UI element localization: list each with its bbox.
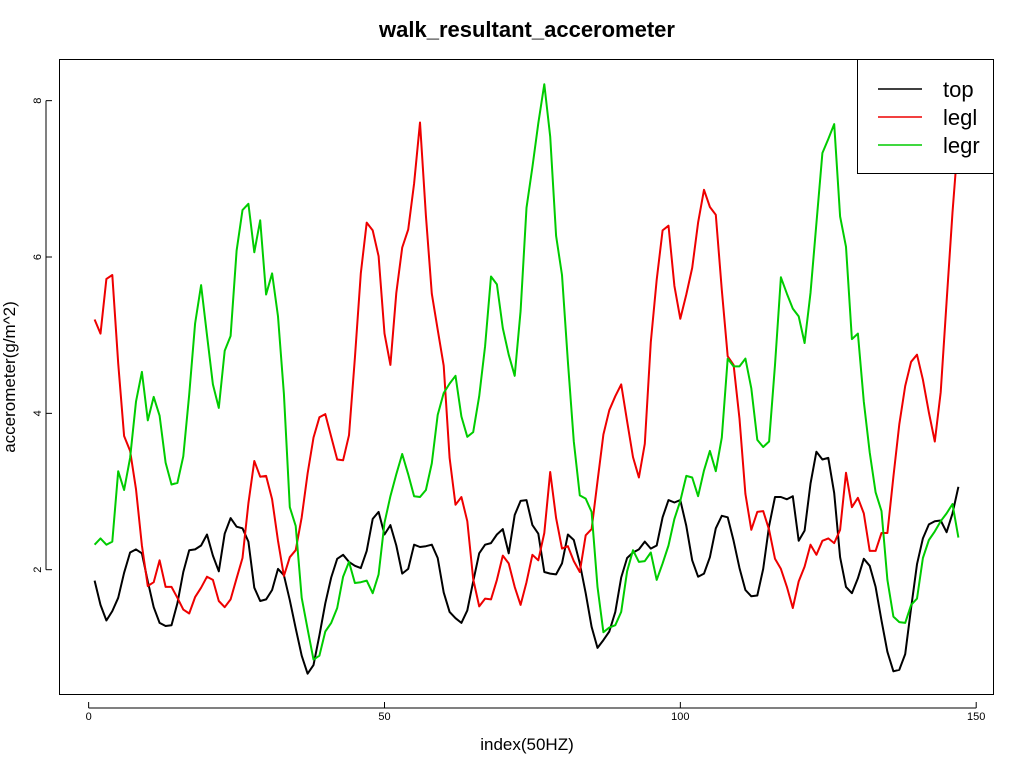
legend-label-top: top [943,77,974,102]
x-axis-label: index(50HZ) [480,735,574,754]
series-line-legl [93,121,960,615]
plot-frame [59,59,994,695]
series-layer [93,83,960,675]
y-axis: 2 4 6 8 [32,98,52,573]
y-tick-label: 4 [32,410,44,416]
series-line-legr [93,83,960,661]
x-axis: 0 50 100 150 [86,702,985,723]
x-tick-label: 0 [86,711,92,723]
legend-label-legl: legl [943,105,977,130]
x-tick-label: 100 [671,711,689,723]
series-line-top [93,450,960,675]
y-tick-label: 8 [32,98,44,104]
legend: top legl legr [857,59,994,174]
y-tick-label: 2 [32,567,44,573]
y-axis-label: accerometer(g/m^2) [0,301,19,453]
x-tick-label: 150 [967,711,985,723]
y-tick-label: 6 [32,254,44,260]
chart-title: walk_resultant_accerometer [378,17,675,42]
x-tick-label: 50 [378,711,390,723]
legend-label-legr: legr [943,133,980,158]
